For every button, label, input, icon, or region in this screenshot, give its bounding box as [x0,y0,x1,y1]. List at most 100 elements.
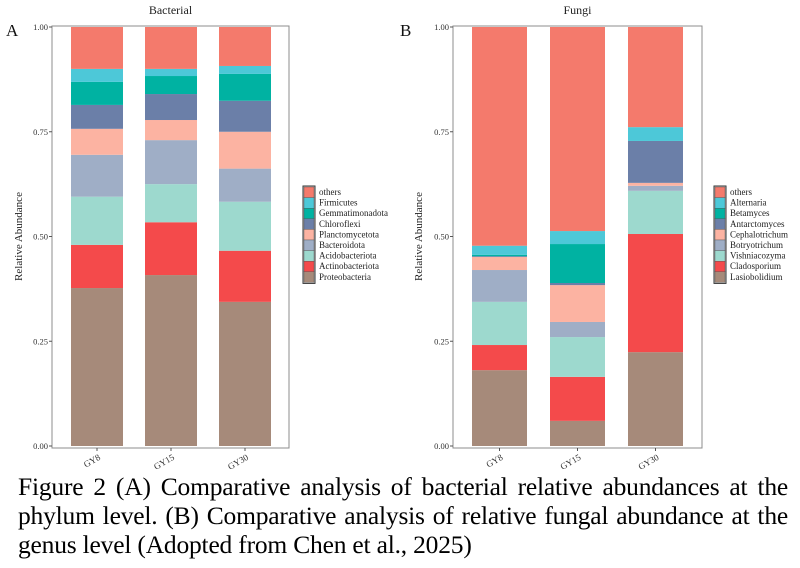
panel-b-bar-segment-gy30-antarctomyces [628,140,683,183]
panel-a-legend-label: Chloroflexi [319,219,361,229]
panel-a-legend-label: Gemmatimonadota [319,208,388,218]
panel-b-legend-swatch [714,207,726,219]
panel-b-legend-label: Botryotrichum [730,240,783,250]
panel-b-legend-label: Alternaria [730,198,766,208]
panel-a-legend-swatch [303,218,315,230]
panel-a-bar-segment-gy8-proteobacteria [71,288,123,446]
panel-b-legend-label: Vishniacozyma [730,251,785,261]
panel-a-legend-label: Proteobacteria [319,272,371,282]
panel-a-bar-segment-gy30-actinobacteriota [219,250,271,302]
panel-b-y-tick-label: 0.75 [434,127,449,137]
panel-a-bar-segment-gy30-bacteroidota [219,168,271,202]
panel-a-x-tick-label: GY30 [226,452,250,470]
panel-a-bar-segment-gy8-planctomycetota [71,128,123,155]
panel-a-x-tick-label: GY8 [82,452,103,470]
panel-a-legend-label: Firmicutes [319,198,358,208]
panel-a-y-tick-label: 0.25 [33,336,48,346]
panel-a-bar-segment-gy30-gemmatimonadota [219,73,271,101]
panel-a-legend-swatch [303,207,315,219]
panel-b-legend-label: Lasiobolidium [730,272,783,282]
panel-b-y-tick-label: 0.00 [434,441,449,451]
panel-b-bar-segment-gy15-cephalotrichum [550,285,605,322]
panel-a-legend-swatch [303,197,315,209]
panel-a-bar-segment-gy15-planctomycetota [145,120,197,141]
panel-b-bar-segment-gy8-cephalotrichum [472,257,527,271]
panel-a-legend-swatch [303,250,315,262]
panel-b-bar-segment-gy15-antarctomyces [550,283,605,286]
panel-b-y-axis-title: Relative Abundance [413,192,425,281]
panel-a-legend-frame [302,185,316,284]
panel-b-x-tick-label: GY8 [484,452,505,470]
panel-a-legend-label: Actinobacteriota [319,261,379,271]
panel-b-legend-label: others [730,187,752,197]
panel-b-title: Fungi [563,3,592,17]
panel-a-bar-segment-gy15-acidobacteriota [145,184,197,223]
panel-a-legend-swatch [303,271,315,283]
panel-a-legend-swatch [303,229,315,241]
panel-a-bar-segment-gy8-others [71,27,123,69]
panel-b-bar-segment-gy15-botryotrichum [550,321,605,338]
panel-a-legend-swatch [303,186,315,198]
panel-b-letter: B [400,21,411,40]
panel-a-bar-segment-gy30-acidobacteriota [219,201,271,251]
panel-b-legend-swatch [714,218,726,230]
panel-b-bar-segment-gy8-alternaria [472,245,527,255]
panel-a-bar-segment-gy15-actinobacteriota [145,222,197,276]
panel-b-legend-swatch [714,250,726,262]
panel-b-bar-segment-gy15-cladosporium [550,376,605,421]
panel-a-bar-segment-gy8-firmicutes [71,68,123,82]
panel-a-bar-segment-gy15-gemmatimonadota [145,76,197,95]
panel-b-y-tick-label: 1.00 [434,22,449,32]
panel-a-bar-segment-gy8-actinobacteriota [71,244,123,289]
panel-b-bar-segment-gy15-alternaria [550,231,605,245]
figure: A Bacterial 0.00 0.25 0.50 0.75 1.00 Relative A… [6,3,788,470]
panel-b-y-tick-label: 0.25 [434,336,449,346]
panel-b-bar-segment-gy30-lasiobolidium [628,352,683,446]
panel-b-legend-swatch [714,271,726,283]
panel-a-bar-segment-gy8-chloroflexi [71,104,123,129]
panel-a-y-tick-label: 0.75 [33,127,48,137]
panel-a-bar-segment-gy8-acidobacteriota [71,196,123,245]
panel-b-legend-label: Cephalotrichum [730,229,788,239]
panel-a-bar-segment-gy15-chloroflexi [145,94,197,121]
panel-a-y-tick-label: 0.50 [33,232,48,242]
panel-a-legend-swatch [303,261,315,273]
panel-b-legend-label: Antarctomyces [730,219,785,229]
panel-a-bar-segment-gy8-bacteroidota [71,154,123,197]
panel-b-bar-segment-gy30-alternaria [628,127,683,141]
panel-b-legend-swatch [714,197,726,209]
panel-b-legend-label: Cladosporium [730,261,781,271]
panel-a-y-axis-title: Relative Abundance [13,192,25,281]
panel-b-legend-swatch [714,186,726,198]
panel-a-legend-swatch [303,239,315,251]
panel-a-legend-label: Bacteroidota [319,240,365,250]
panel-b-bar-segment-gy15-others [550,27,605,232]
panel-b-bar-segment-gy30-botryotrichum [628,185,683,191]
panel-b-x-tick-label: GY15 [558,452,582,470]
panel-b-bar-segment-gy8-others [472,27,527,246]
panel-b-bar-segment-gy8-botryotrichum [472,270,527,302]
panel-a-bar-segment-gy30-firmicutes [219,65,271,74]
panel-b-legend-label: Betamyces [730,208,770,218]
panel-a-x-tick-label: GY15 [152,452,176,470]
panel-a-title: Bacterial [149,3,193,17]
panel-a-legend-label: Planctomycetota [319,229,379,239]
panel-a-bar-segment-gy15-firmicutes [145,68,197,77]
panel-b-bar-segment-gy8-antarctomyces [472,256,527,258]
panel-b-bar-segment-gy15-betamyces [550,244,605,284]
panel-b-bar-segment-gy8-vishniacozyma [472,301,527,346]
panel-b-bar-segment-gy15-vishniacozyma [550,337,605,377]
panel-a-bar-segment-gy30-others [219,27,271,66]
panel-a-legend-label: others [319,187,341,197]
panel-a-bar-segment-gy30-chloroflexi [219,100,271,132]
panel-b-bar-segment-gy15-lasiobolidium [550,420,605,446]
panel-b-bar-segment-gy8-betamyces [472,254,527,257]
panel-b-bar-segment-gy30-cladosporium [628,233,683,353]
panel-b-x-tick-label: GY30 [636,452,660,470]
figure-caption: Figure 2 (A) Comparative analysis of bac… [18,472,788,559]
panel-b-legend-swatch [714,261,726,273]
panel-b-bar-segment-gy8-cladosporium [472,345,527,371]
panel-b-y-tick-label: 0.50 [434,232,449,242]
panel-a-bar-segment-gy30-proteobacteria [219,301,271,446]
panel-a-bar-segment-gy15-others [145,27,197,69]
